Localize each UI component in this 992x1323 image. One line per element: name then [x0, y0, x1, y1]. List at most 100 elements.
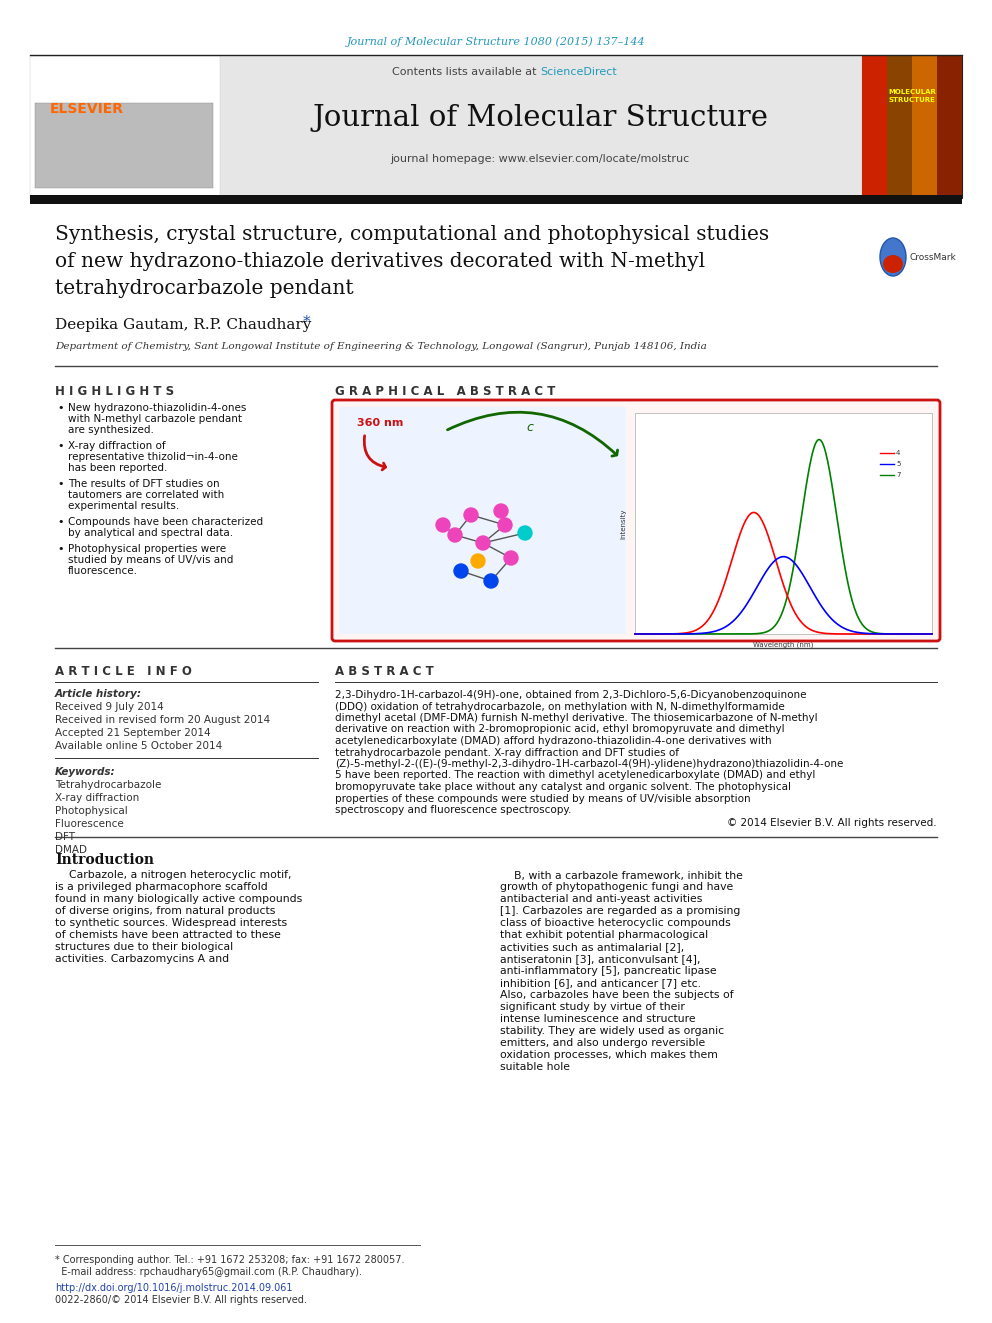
Bar — [862, 56, 887, 198]
Text: is a privileged pharmacophore scaffold: is a privileged pharmacophore scaffold — [55, 882, 268, 893]
Text: spectroscopy and fluorescence spectroscopy.: spectroscopy and fluorescence spectrosco… — [335, 804, 571, 815]
Bar — [912, 56, 937, 198]
Bar — [635, 413, 932, 634]
Bar — [887, 56, 912, 198]
Text: Also, carbazoles have been the subjects of: Also, carbazoles have been the subjects … — [500, 991, 734, 1000]
Text: Photophysical: Photophysical — [55, 806, 128, 816]
Text: E-mail address: rpchaudhary65@gmail.com (R.P. Chaudhary).: E-mail address: rpchaudhary65@gmail.com … — [55, 1267, 362, 1277]
Text: found in many biologically active compounds: found in many biologically active compou… — [55, 894, 303, 905]
Text: Keywords:: Keywords: — [55, 767, 116, 777]
Circle shape — [436, 519, 450, 532]
Text: 0022-2860/© 2014 Elsevier B.V. All rights reserved.: 0022-2860/© 2014 Elsevier B.V. All right… — [55, 1295, 307, 1304]
Text: 5: 5 — [896, 460, 901, 467]
Text: [1]. Carbazoles are regarded as a promising: [1]. Carbazoles are regarded as a promis… — [500, 906, 740, 917]
Text: H I G H L I G H T S: H I G H L I G H T S — [55, 385, 175, 398]
Text: •: • — [57, 479, 63, 490]
Circle shape — [518, 527, 532, 540]
Bar — [30, 56, 962, 198]
Text: The results of DFT studies on: The results of DFT studies on — [68, 479, 219, 490]
Text: oxidation processes, which makes them: oxidation processes, which makes them — [500, 1050, 718, 1061]
Text: by analytical and spectral data.: by analytical and spectral data. — [68, 528, 233, 538]
Circle shape — [471, 554, 485, 568]
Bar — [35, 103, 213, 188]
Text: structures due to their biological: structures due to their biological — [55, 942, 233, 953]
Text: Department of Chemistry, Sant Longowal Institute of Engineering & Technology, Lo: Department of Chemistry, Sant Longowal I… — [55, 343, 706, 351]
Text: that exhibit potential pharmacological: that exhibit potential pharmacological — [500, 930, 708, 941]
Text: Article history:: Article history: — [55, 689, 142, 699]
Bar — [862, 56, 962, 198]
Circle shape — [498, 519, 512, 532]
Text: X-ray diffraction of: X-ray diffraction of — [68, 441, 166, 451]
Text: DFT: DFT — [55, 832, 75, 841]
Text: emitters, and also undergo reversible: emitters, and also undergo reversible — [500, 1039, 705, 1049]
Text: experimental results.: experimental results. — [68, 501, 180, 511]
Text: derivative on reaction with 2-bromopropionic acid, ethyl bromopyruvate and dimet: derivative on reaction with 2-bromopropi… — [335, 725, 785, 734]
Text: of new hydrazono-thiazole derivatives decorated with N-methyl: of new hydrazono-thiazole derivatives de… — [55, 251, 705, 271]
Text: anti-inflammatory [5], pancreatic lipase: anti-inflammatory [5], pancreatic lipase — [500, 967, 716, 976]
Text: c: c — [527, 421, 534, 434]
Text: Introduction: Introduction — [55, 852, 154, 867]
Text: antiseratonin [3], anticonvulsant [4],: antiseratonin [3], anticonvulsant [4], — [500, 954, 700, 964]
Text: (Z)-5-methyl-2-((E)-(9-methyl-2,3-dihydro-1H-carbazol-4(9H)-ylidene)hydrazono)th: (Z)-5-methyl-2-((E)-(9-methyl-2,3-dihydr… — [335, 759, 843, 769]
Circle shape — [464, 508, 478, 523]
Text: G R A P H I C A L   A B S T R A C T: G R A P H I C A L A B S T R A C T — [335, 385, 556, 398]
Text: Received in revised form 20 August 2014: Received in revised form 20 August 2014 — [55, 714, 270, 725]
Text: tetrahydrocarbazole pendant. X-ray diffraction and DFT studies of: tetrahydrocarbazole pendant. X-ray diffr… — [335, 747, 679, 758]
Text: acetylenedicarboxylate (DMAD) afford hydrazono-thiazolidin-4-one derivatives wit: acetylenedicarboxylate (DMAD) afford hyd… — [335, 736, 772, 746]
Text: Contents lists available at: Contents lists available at — [392, 67, 540, 77]
Text: Tetrahydrocarbazole: Tetrahydrocarbazole — [55, 781, 162, 790]
Text: 4: 4 — [896, 450, 901, 456]
Text: has been reported.: has been reported. — [68, 463, 168, 474]
Text: activities such as antimalarial [2],: activities such as antimalarial [2], — [500, 942, 684, 953]
Text: 5 have been reported. The reaction with dimethyl acetylenedicarboxylate (DMAD) a: 5 have been reported. The reaction with … — [335, 770, 815, 781]
Text: Received 9 July 2014: Received 9 July 2014 — [55, 703, 164, 712]
Bar — [937, 56, 962, 198]
Text: Available online 5 October 2014: Available online 5 October 2014 — [55, 741, 222, 751]
Text: DMAD: DMAD — [55, 845, 87, 855]
Bar — [30, 194, 962, 204]
Text: properties of these compounds were studied by means of UV/visible absorption: properties of these compounds were studi… — [335, 794, 751, 803]
Text: © 2014 Elsevier B.V. All rights reserved.: © 2014 Elsevier B.V. All rights reserved… — [727, 819, 937, 828]
Text: 2,3-Dihydro-1H-carbazol-4(9H)-one, obtained from 2,3-Dichloro-5,6-Dicyanobenzoqu: 2,3-Dihydro-1H-carbazol-4(9H)-one, obtai… — [335, 691, 806, 700]
Bar — [30, 56, 220, 198]
Circle shape — [484, 574, 498, 587]
Bar — [339, 407, 626, 634]
Text: ELSEVIER: ELSEVIER — [50, 102, 124, 116]
FancyBboxPatch shape — [332, 400, 940, 642]
Text: New hydrazono-thiazolidin-4-ones: New hydrazono-thiazolidin-4-ones — [68, 404, 246, 413]
Text: journal homepage: www.elsevier.com/locate/molstruc: journal homepage: www.elsevier.com/locat… — [391, 153, 689, 164]
Text: •: • — [57, 517, 63, 527]
Text: Intensity: Intensity — [620, 508, 626, 538]
Circle shape — [454, 564, 468, 578]
Text: A R T I C L E   I N F O: A R T I C L E I N F O — [55, 665, 191, 677]
Text: Accepted 21 September 2014: Accepted 21 September 2014 — [55, 728, 210, 738]
Ellipse shape — [880, 238, 906, 277]
Ellipse shape — [883, 255, 903, 273]
Text: Carbazole, a nitrogen heterocyclic motif,: Carbazole, a nitrogen heterocyclic motif… — [55, 871, 292, 881]
Text: 360 nm: 360 nm — [357, 418, 404, 429]
Text: studied by means of UV/vis and: studied by means of UV/vis and — [68, 556, 233, 565]
Text: 7: 7 — [896, 472, 901, 478]
Text: * Corresponding author. Tel.: +91 1672 253208; fax: +91 1672 280057.: * Corresponding author. Tel.: +91 1672 2… — [55, 1256, 405, 1265]
Text: inhibition [6], and anticancer [7] etc.: inhibition [6], and anticancer [7] etc. — [500, 979, 701, 988]
Text: to synthetic sources. Widespread interests: to synthetic sources. Widespread interes… — [55, 918, 287, 929]
Text: with N-methyl carbazole pendant: with N-methyl carbazole pendant — [68, 414, 242, 423]
Text: tautomers are correlated with: tautomers are correlated with — [68, 490, 224, 500]
Text: •: • — [57, 544, 63, 554]
Text: suitable hole: suitable hole — [500, 1062, 570, 1073]
Text: MOLECULAR
STRUCTURE: MOLECULAR STRUCTURE — [888, 89, 935, 103]
Text: A B S T R A C T: A B S T R A C T — [335, 665, 434, 677]
Text: •: • — [57, 404, 63, 413]
Text: Compounds have been characterized: Compounds have been characterized — [68, 517, 263, 527]
Text: Synthesis, crystal structure, computational and photophysical studies: Synthesis, crystal structure, computatio… — [55, 225, 769, 243]
Text: are synthesized.: are synthesized. — [68, 425, 154, 435]
Text: of chemists have been attracted to these: of chemists have been attracted to these — [55, 930, 281, 941]
Text: ScienceDirect: ScienceDirect — [540, 67, 617, 77]
Text: Photophysical properties were: Photophysical properties were — [68, 544, 226, 554]
Text: stability. They are widely used as organic: stability. They are widely used as organ… — [500, 1027, 724, 1036]
Text: significant study by virtue of their: significant study by virtue of their — [500, 1003, 684, 1012]
Text: X-ray diffraction: X-ray diffraction — [55, 792, 139, 803]
Text: (DDQ) oxidation of tetrahydrocarbazole, on methylation with N, N-dimethylformami: (DDQ) oxidation of tetrahydrocarbazole, … — [335, 701, 785, 712]
Text: B, with a carbazole framework, inhibit the: B, with a carbazole framework, inhibit t… — [500, 871, 743, 881]
Text: growth of phytopathogenic fungi and have: growth of phytopathogenic fungi and have — [500, 882, 733, 893]
